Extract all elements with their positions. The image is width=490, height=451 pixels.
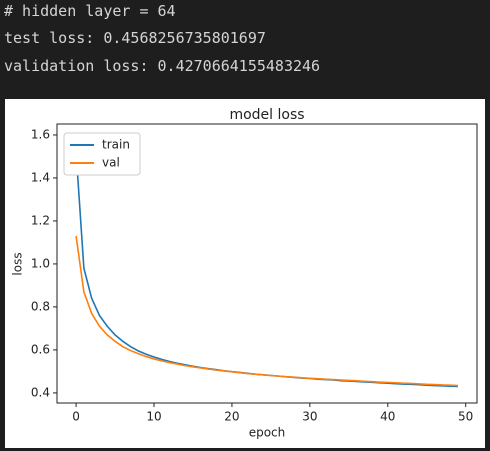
x-axis-label: epoch — [249, 426, 286, 440]
y-tick-label: 1.4 — [31, 170, 50, 184]
x-tick-label: 50 — [458, 410, 473, 424]
chart-title: model loss — [229, 107, 304, 123]
x-tick-label: 0 — [72, 410, 80, 424]
legend-box — [63, 132, 141, 176]
y-tick-label: 0.4 — [31, 385, 50, 399]
y-tick-label: 1.2 — [31, 213, 50, 227]
plot-frame — [56, 123, 478, 404]
series-line — [75, 235, 458, 387]
y-tick-label: 1.0 — [31, 256, 50, 270]
y-tick-label: 1.6 — [31, 127, 50, 141]
x-tick-label: 20 — [224, 410, 239, 424]
y-axis-label: loss — [11, 252, 25, 275]
legend-label: train — [102, 138, 130, 152]
x-tick-label: 30 — [302, 410, 317, 424]
output-line: validation loss: 0.4270664155483246 — [4, 57, 321, 75]
y-tick-label: 0.8 — [31, 299, 50, 313]
output-line: test loss: 0.4568256735801697 — [4, 29, 266, 47]
output-line: # hidden layer = 64 — [4, 2, 176, 20]
x-tick-label: 10 — [146, 410, 161, 424]
y-tick-label: 0.6 — [31, 342, 50, 356]
x-tick-label: 40 — [380, 410, 395, 424]
legend-label: val — [102, 156, 120, 170]
